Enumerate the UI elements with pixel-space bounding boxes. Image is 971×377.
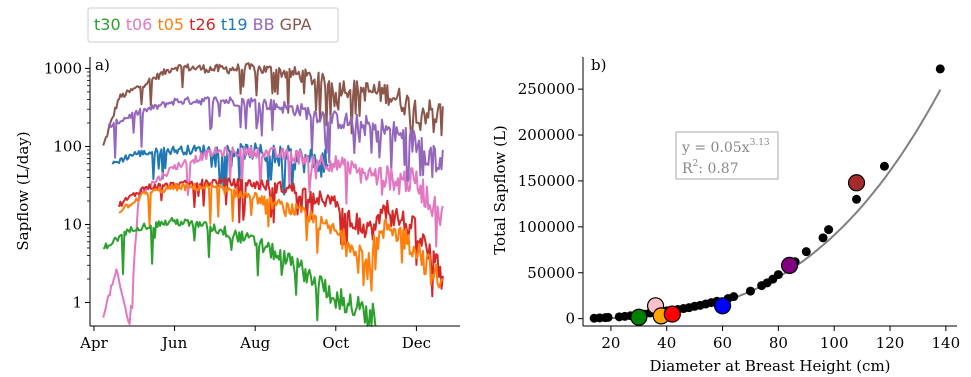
scatter-point: [745, 286, 755, 296]
panel-b-x-label: Diameter at Breast Height (cm): [649, 357, 890, 375]
panel-b-y-tick-label: 50000: [527, 264, 575, 282]
panel-a: 1 10 100 1000 Apr Jun Aug Oct Dec a) Sapflow (L…: [14, 56, 460, 352]
panel-a-x-tick-label: Dec: [402, 334, 431, 352]
panel-b-y-tick-label: 200000: [518, 126, 575, 144]
panel-b-y-tick-label: 100000: [518, 218, 575, 236]
scatter-point: [879, 161, 889, 171]
legend-entry-gpa: GPA: [275, 15, 312, 34]
panel-a-y-tick-label: 1: [72, 294, 82, 312]
series-line-gpa: [102, 62, 444, 146]
panel-b-highlighted-trees: [630, 174, 866, 326]
legend-entry-t30: t30: [94, 15, 121, 34]
scatter-point: [729, 292, 739, 302]
legend-entry-t06: t06: [121, 15, 153, 34]
legend-entry-t05: t05: [152, 15, 184, 34]
scatter-point: [824, 225, 834, 235]
panel-b-x-tick-label: 100: [820, 334, 849, 352]
panel-a-y-tick-label: 10: [63, 215, 82, 233]
panel-b-x-tick-label: 60: [713, 334, 732, 352]
legend-entry-t26: t26: [184, 15, 216, 34]
panel-b-x-tick-label: 140: [932, 334, 961, 352]
panel-a-x-tick-label: Oct: [322, 334, 349, 352]
scatter-point: [603, 312, 613, 322]
panel-b-label: b): [591, 56, 606, 74]
panel-b-y-tick-label: 150000: [518, 172, 575, 190]
panel-b-points: [589, 64, 945, 323]
scatter-point: [773, 270, 783, 280]
panel-b-y-ticks: 0 50000 100000 150000 200000 250000: [518, 80, 583, 328]
panel-a-y-tick-label: 100: [53, 137, 82, 155]
panel-a-x-ticks: Apr Jun Aug Oct Dec: [79, 326, 431, 352]
panel-a-y-ticks: 1 10 100 1000: [44, 59, 90, 312]
panel-a-y-tick-label: 1000: [44, 59, 82, 77]
fit-equation: y = 0.05x3.13: [681, 138, 770, 156]
panel-b-x-tick-label: 120: [876, 334, 905, 352]
fit-annotation-box: [675, 131, 779, 180]
panel-a-series: [102, 62, 444, 327]
panel-b-x-tick-label: 80: [769, 334, 788, 352]
scatter-point: [818, 233, 828, 243]
panel-a-x-tick-label: Aug: [239, 334, 270, 352]
legend: t30 t06 t05 t26 t19 BB GPA: [87, 7, 339, 43]
legend-entry-t19: t19: [216, 15, 248, 34]
scatter-point: [801, 247, 811, 257]
legend-text: t30 t06 t05 t26 t19 BB GPA: [94, 15, 312, 34]
series-line-t05: [118, 182, 444, 292]
panel-a-x-tick-label: Apr: [79, 334, 108, 352]
panel-b-x-tick-label: 20: [601, 334, 620, 352]
panel-a-x-tick-label: Jun: [160, 334, 188, 352]
legend-entry-bb: BB: [248, 15, 275, 34]
highlighted-tree-t26: [663, 305, 681, 323]
scatter-point: [935, 64, 945, 74]
panel-a-y-label: Sapflow (L/day): [14, 131, 32, 250]
panel-b-y-tick-label: 0: [565, 310, 575, 328]
highlighted-tree-bb: [780, 256, 799, 275]
panel-b: 0 50000 100000 150000 200000 250000 20 40 60 80 1…: [491, 56, 960, 375]
panel-b-y-label: Total Sapflow (L): [491, 125, 509, 255]
panel-b-y-tick-label: 250000: [518, 80, 575, 98]
legend-frame: [87, 7, 339, 43]
series-line-t06: [102, 146, 444, 326]
highlighted-tree-t19: [713, 297, 732, 315]
series-line-t30: [103, 216, 377, 327]
highlighted-tree-t30: [630, 308, 648, 326]
fit-r-squared: R2: 0.87: [682, 159, 739, 177]
panel-b-x-tick-label: 40: [657, 334, 676, 352]
series-line-t26: [118, 177, 444, 298]
scatter-point: [852, 194, 862, 204]
highlighted-tree-gpa: [847, 174, 866, 192]
panel-b-x-ticks: 20 40 60 80 100 120 140: [601, 326, 960, 352]
panel-a-label: a): [95, 56, 110, 74]
series-line-bb: [107, 96, 444, 185]
